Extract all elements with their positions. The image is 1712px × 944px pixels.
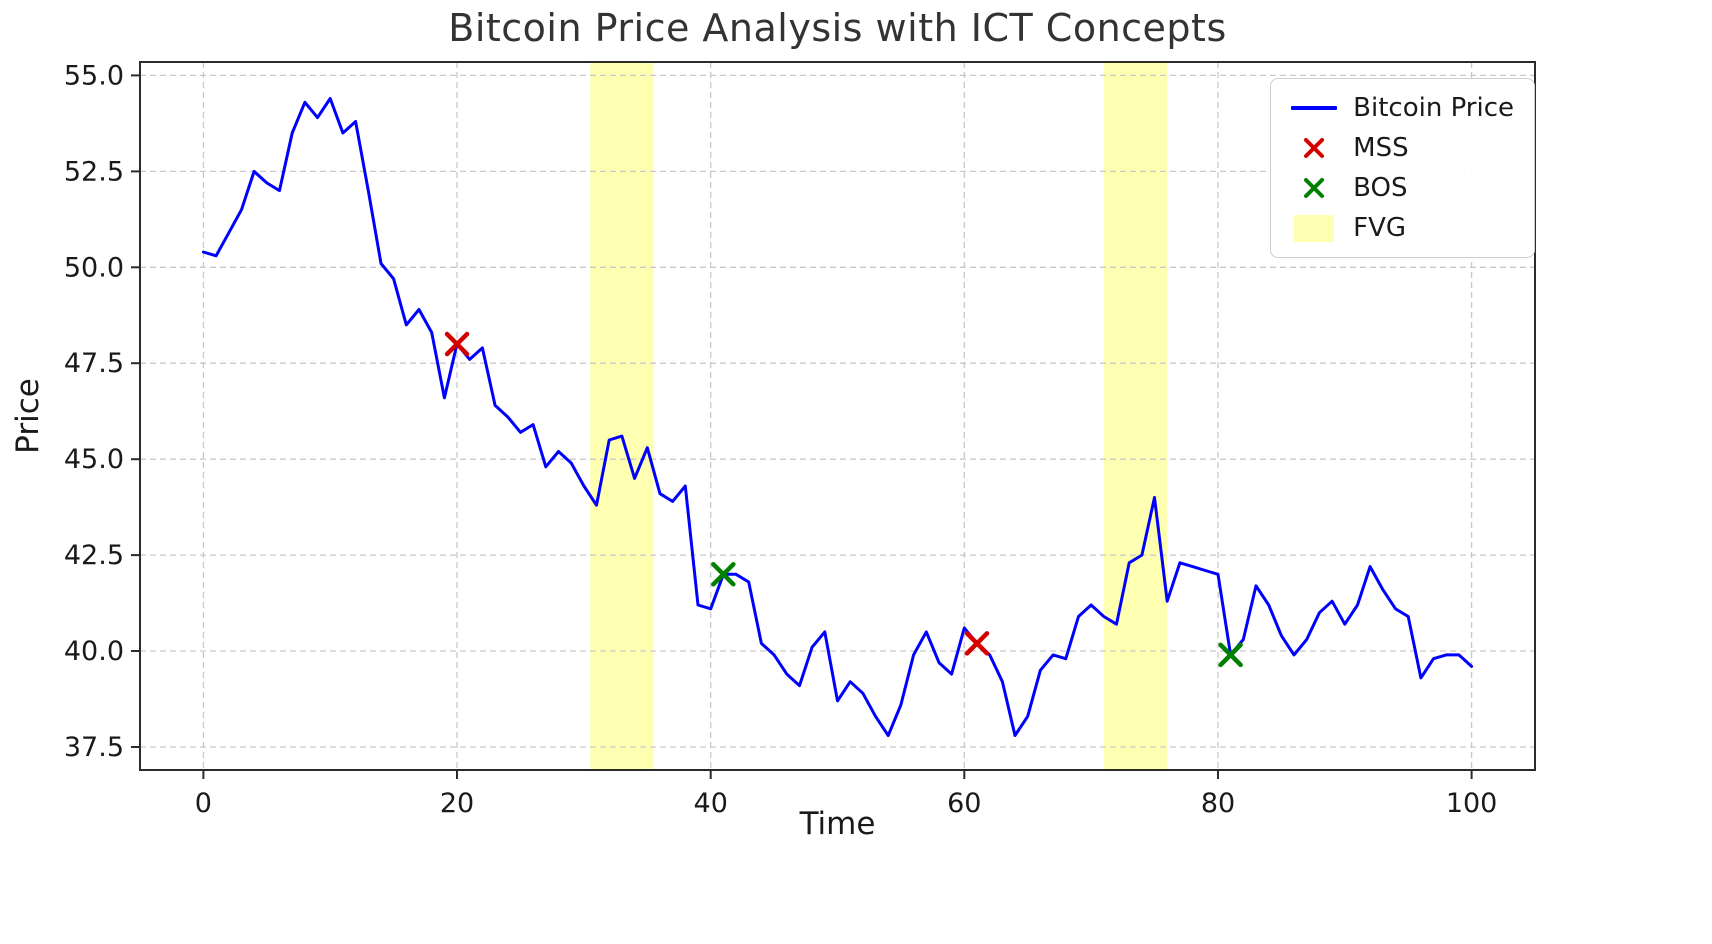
legend-sample-x-icon	[1291, 135, 1337, 161]
x-tick-label: 80	[1201, 788, 1235, 819]
legend-item-fvg: FVG	[1277, 209, 1528, 247]
y-tick-label: 42.5	[64, 540, 124, 571]
legend: Bitcoin Price MSS BOS FVG	[1270, 78, 1535, 258]
y-tick-label: 55.0	[64, 60, 124, 91]
legend-item-mss: MSS	[1277, 129, 1528, 167]
legend-sample-x-icon	[1291, 175, 1337, 201]
fvg-band	[1103, 62, 1168, 770]
legend-label: FVG	[1353, 213, 1407, 243]
legend-sample-line-icon	[1291, 106, 1338, 110]
price-line	[201, 97, 1474, 737]
x-tick-label: 40	[694, 788, 728, 819]
legend-x-icon	[1304, 138, 1325, 158]
legend-label: Bitcoin Price	[1353, 93, 1514, 123]
y-tick-label: 50.0	[64, 252, 124, 283]
y-tick-label: 52.5	[64, 156, 124, 187]
x-tick-label: 100	[1446, 788, 1498, 819]
fvg-band	[590, 62, 654, 770]
axes-spines	[139, 61, 1536, 771]
legend-sample-patch-icon	[1291, 214, 1337, 242]
y-tick-label: 45.0	[64, 444, 124, 475]
y-tick-label: 40.0	[64, 636, 124, 667]
bos-marker	[711, 562, 736, 587]
legend-item-bitcoin-price: Bitcoin Price	[1277, 89, 1528, 127]
x-tick-label: 20	[440, 788, 474, 819]
x-tick-label: 0	[195, 788, 212, 819]
legend-x-icon	[1304, 178, 1325, 198]
mss-marker	[444, 331, 470, 357]
legend-label: MSS	[1353, 133, 1409, 163]
chart-title: Bitcoin Price Analysis with ICT Concepts	[448, 6, 1227, 50]
y-tick-label: 47.5	[64, 348, 124, 379]
mss-marker	[964, 631, 990, 656]
legend-label: BOS	[1353, 173, 1408, 203]
y-tick-label: 37.5	[64, 732, 124, 763]
x-tick-label: 60	[947, 788, 981, 819]
x-axis-label: Time	[799, 806, 876, 842]
legend-item-bos: BOS	[1277, 169, 1528, 207]
bos-marker	[1218, 642, 1243, 668]
